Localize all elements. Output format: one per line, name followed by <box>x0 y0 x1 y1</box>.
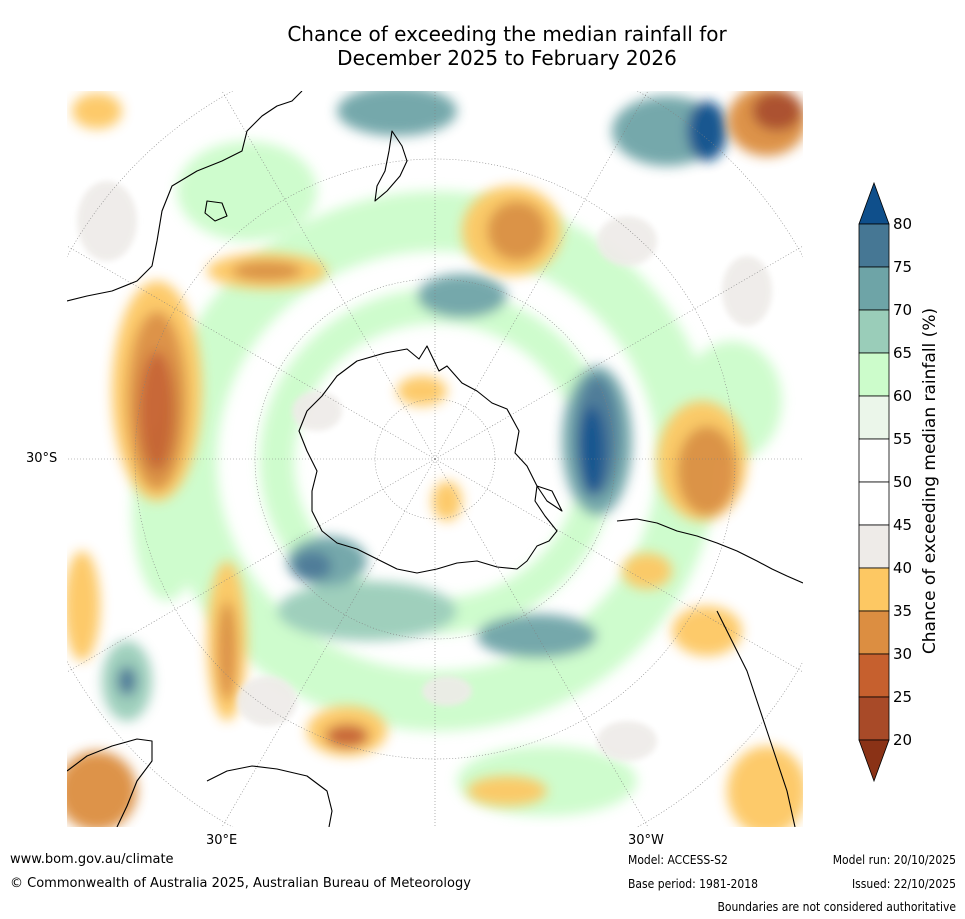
footer-website: www.bom.gov.au/climate <box>10 852 174 867</box>
legend-extend-low <box>858 739 890 782</box>
footer-base-period: Base period: 1981-2018 <box>628 877 759 891</box>
legend-tick-label: 75 <box>893 258 913 276</box>
legend-tick-label: 60 <box>893 387 913 405</box>
legend-extend-high <box>858 182 890 225</box>
legend-band <box>858 696 890 741</box>
polar-map <box>67 91 803 827</box>
new-zealand-coast <box>374 130 408 202</box>
footer-model-run: Model run: 20/10/2025 <box>832 853 956 867</box>
legend-label: Chance of exceeding median rainfall (%) <box>920 307 940 655</box>
coastlines <box>67 91 803 827</box>
south-america-coast-2 <box>716 610 796 827</box>
legend-band <box>858 524 890 569</box>
legend-band <box>858 352 890 397</box>
legend-band <box>858 223 890 268</box>
title-line-2: December 2025 to February 2026 <box>337 46 677 70</box>
legend-band <box>858 395 890 440</box>
madagascar-coast <box>206 765 333 827</box>
footer-copyright: © Commonwealth of Australia 2025, Austra… <box>10 876 471 891</box>
longitude-label-30w: 30°W <box>628 833 664 848</box>
latitude-label-30s: 30°S <box>26 451 58 466</box>
legend-tick-label: 80 <box>893 215 913 233</box>
graticule <box>67 91 803 827</box>
chart-title: Chance of exceeding the median rainfall … <box>67 22 947 70</box>
legend-colorbar <box>858 182 890 782</box>
legend-tick-label: 65 <box>893 344 913 362</box>
australia-coast <box>67 91 303 302</box>
footer-model: Model: ACCESS-S2 <box>628 853 728 867</box>
south-america-coast <box>616 518 803 584</box>
legend-tick-label: 45 <box>893 516 913 534</box>
legend-band <box>858 438 890 483</box>
rainfall-field-neutral <box>77 181 772 761</box>
legend-band <box>858 567 890 612</box>
map-svg <box>67 91 803 827</box>
title-line-1: Chance of exceeding the median rainfall … <box>287 22 727 46</box>
legend-band <box>858 309 890 354</box>
legend-tick-label: 70 <box>893 301 913 319</box>
legend-band <box>858 610 890 655</box>
legend-tick-label: 50 <box>893 473 913 491</box>
legend-tick-label: 35 <box>893 602 913 620</box>
tasmania-coast <box>204 200 228 222</box>
longitude-label-30e: 30°E <box>206 833 238 848</box>
legend-tick-label: 30 <box>893 645 913 663</box>
antarctica-coast <box>298 345 558 574</box>
africa-coast <box>67 738 153 827</box>
legend-band <box>858 481 890 526</box>
footer-disclaimer: Boundaries are not considered authoritat… <box>717 900 956 914</box>
legend-tick-label: 20 <box>893 731 913 749</box>
antarctic-peninsula <box>536 485 563 512</box>
legend-band <box>858 653 890 698</box>
legend-band <box>858 266 890 311</box>
rainfall-field-dry <box>67 91 803 827</box>
legend-tick-label: 55 <box>893 430 913 448</box>
legend-tick-label: 25 <box>893 688 913 706</box>
legend-tick-label: 40 <box>893 559 913 577</box>
footer-issued: Issued: 22/10/2025 <box>851 877 956 891</box>
